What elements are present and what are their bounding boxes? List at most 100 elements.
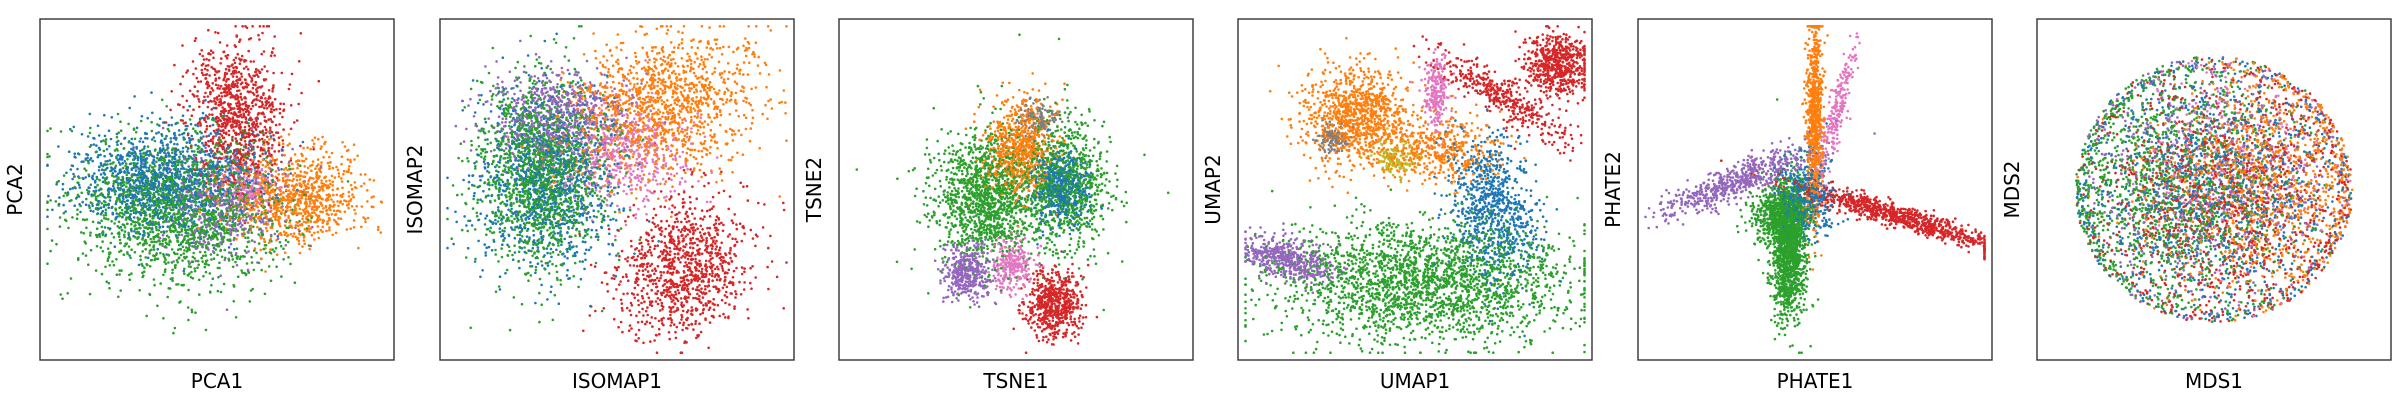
scatter-point <box>310 214 313 217</box>
scatter-point <box>232 121 235 124</box>
scatter-point <box>223 131 226 134</box>
scatter-point <box>214 217 217 220</box>
scatter-point <box>221 204 224 207</box>
scatter-point <box>138 289 141 292</box>
scatter-point <box>128 140 131 143</box>
scatter-point <box>231 161 234 164</box>
scatter-point <box>225 192 228 195</box>
scatter-point <box>314 136 317 139</box>
scatter-point <box>91 160 94 163</box>
scatter-point <box>150 249 153 252</box>
scatter-point <box>246 170 249 173</box>
scatter-point <box>238 177 241 180</box>
scatter-point <box>333 219 336 222</box>
scatter-point <box>219 41 222 44</box>
scatter-point <box>173 212 176 215</box>
scatter-point <box>178 256 181 259</box>
scatter-point <box>275 108 278 111</box>
scatter-point <box>263 189 266 192</box>
scatter-point <box>287 256 290 259</box>
scatter-point <box>136 204 139 207</box>
scatter-point <box>149 265 152 268</box>
scatter-point <box>271 227 274 230</box>
scatter-point <box>313 181 316 184</box>
scatter-point <box>93 172 96 175</box>
scatter-point <box>308 231 311 234</box>
scatter-point <box>108 256 111 259</box>
scatter-point <box>166 296 169 299</box>
scatter-point <box>223 108 226 111</box>
scatter-point <box>217 84 220 87</box>
scatter-point <box>215 135 218 138</box>
scatter-point <box>225 124 228 127</box>
scatter-point <box>133 189 136 192</box>
scatter-point <box>128 151 131 154</box>
scatter-point <box>317 231 320 234</box>
scatter-point <box>104 201 107 204</box>
scatter-point <box>347 158 350 161</box>
scatter-point <box>279 225 282 228</box>
scatter-point <box>139 259 142 262</box>
scatter-point <box>251 261 254 264</box>
scatter-point <box>330 198 333 201</box>
scatter-point <box>256 226 259 229</box>
scatter-point <box>225 131 228 134</box>
scatter-point <box>218 77 221 80</box>
scatter-point <box>196 90 199 93</box>
scatter-point <box>156 123 159 126</box>
scatter-point <box>344 211 347 214</box>
scatter-point <box>336 194 339 197</box>
scatter-point <box>110 138 113 141</box>
scatter-point <box>297 228 300 231</box>
scatter-point <box>239 107 242 110</box>
scatter-point <box>215 190 218 193</box>
scatter-point <box>202 135 205 138</box>
scatter-point <box>212 57 215 60</box>
scatter-point <box>248 143 251 146</box>
scatter-point <box>231 107 234 110</box>
scatter-point <box>232 186 235 189</box>
scatter-point <box>205 65 208 68</box>
scatter-point <box>248 73 251 76</box>
scatter-point <box>195 37 198 40</box>
scatter-point <box>262 200 265 203</box>
scatter-point <box>196 240 199 243</box>
scatter-point <box>276 158 279 161</box>
scatter-point <box>303 160 306 163</box>
scatter-point <box>89 209 92 212</box>
scatter-point <box>123 137 126 140</box>
scatter-point <box>206 197 209 200</box>
scatter-point <box>286 235 289 238</box>
scatter-point <box>281 154 284 157</box>
scatter-point <box>169 203 172 206</box>
scatter-point <box>187 319 190 322</box>
scatter-point <box>173 230 176 233</box>
scatter-point <box>278 144 281 147</box>
scatter-point <box>76 168 79 171</box>
scatter-point <box>350 184 353 187</box>
scatter-point <box>181 186 184 189</box>
scatter-point <box>313 212 316 215</box>
scatter-point <box>237 133 240 136</box>
scatter-point <box>126 203 129 206</box>
scatter-point <box>254 182 257 185</box>
scatter-point <box>141 180 144 183</box>
scatter-point <box>267 173 270 176</box>
scatter-point <box>199 209 202 212</box>
scatter-point <box>199 130 202 133</box>
scatter-point <box>236 143 239 146</box>
scatter-point <box>241 235 244 238</box>
scatter-point <box>229 150 232 153</box>
scatter-point <box>175 190 178 193</box>
scatter-point <box>95 144 98 147</box>
scatter-point <box>125 218 128 221</box>
scatter-point <box>245 117 248 120</box>
scatter-point <box>219 188 222 191</box>
scatter-point <box>250 231 253 234</box>
scatter-point <box>321 136 324 139</box>
scatter-point <box>116 136 119 139</box>
scatter-point <box>199 139 202 142</box>
scatter-point <box>58 196 61 199</box>
scatter-point <box>276 187 279 190</box>
scatter-point <box>232 266 235 269</box>
